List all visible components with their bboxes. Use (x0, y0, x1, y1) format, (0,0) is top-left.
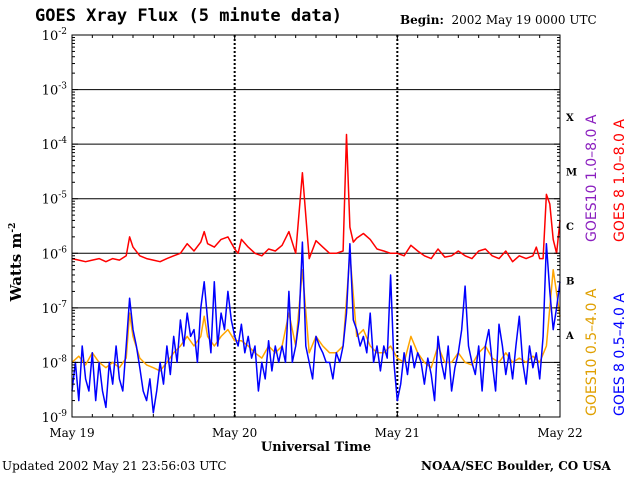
chart-series (71, 133, 561, 414)
plot-frame (71, 34, 561, 418)
chart-title: GOES Xray Flux (5 minute data) (35, 6, 343, 26)
series-line-goes8_short (71, 241, 561, 414)
x-tick-label: May 19 (49, 426, 94, 440)
begin-value: 2002 May 19 0000 UTC (451, 13, 597, 27)
series-line-goes10_short (71, 252, 561, 372)
source-credit: NOAA/SEC Boulder, CO USA (421, 459, 611, 473)
y-axis-ticks: 10-9 10-8 10-7 10-6 10-5 10-4 10-3 10-2 (42, 27, 560, 426)
x-axis-ticks: May 19 May 20 May 21 May 22 (49, 35, 583, 440)
legend-goes8-long: GOES 8 1.0–8.0 A (612, 119, 628, 242)
y-tick-label: 10-2 (42, 27, 67, 44)
legend-goes10-long: GOES10 1.0–8.0 A (584, 114, 600, 242)
y-tick-label: 10-6 (42, 245, 68, 262)
chart-grid (72, 35, 560, 417)
flare-class-label: C (566, 222, 574, 233)
y-tick-label: 10-7 (42, 300, 68, 317)
x-tick-label: May 21 (375, 426, 420, 440)
flare-class-label: M (566, 167, 577, 178)
updated-timestamp: Updated 2002 May 21 23:56:03 UTC (2, 459, 227, 473)
y-tick-label: 10-9 (42, 409, 68, 426)
y-tick-label: 10-5 (42, 191, 68, 208)
x-tick-label: May 20 (212, 426, 257, 440)
series-line-goes8_long (71, 133, 561, 263)
y-tick-label: 10-3 (42, 82, 68, 99)
flare-class-label: B (566, 277, 574, 288)
flare-class-label: A (565, 331, 574, 342)
legend-goes10-short: GOES10 0.5–4.0 A (584, 288, 600, 416)
x-tick-label: May 22 (537, 426, 582, 440)
begin-label: Begin: (400, 13, 444, 27)
begin-info: Begin: 2002 May 19 0000 UTC (400, 13, 597, 27)
flare-class-label: X (566, 113, 574, 124)
legend-goes8-short: GOES 8 0.5–4.0 A (612, 293, 628, 416)
y-tick-label: 10-4 (42, 136, 68, 153)
y-tick-label: 10-8 (42, 354, 68, 371)
x-axis-title: Universal Time (260, 440, 372, 455)
flare-class-labels: A B C M X (565, 113, 577, 342)
